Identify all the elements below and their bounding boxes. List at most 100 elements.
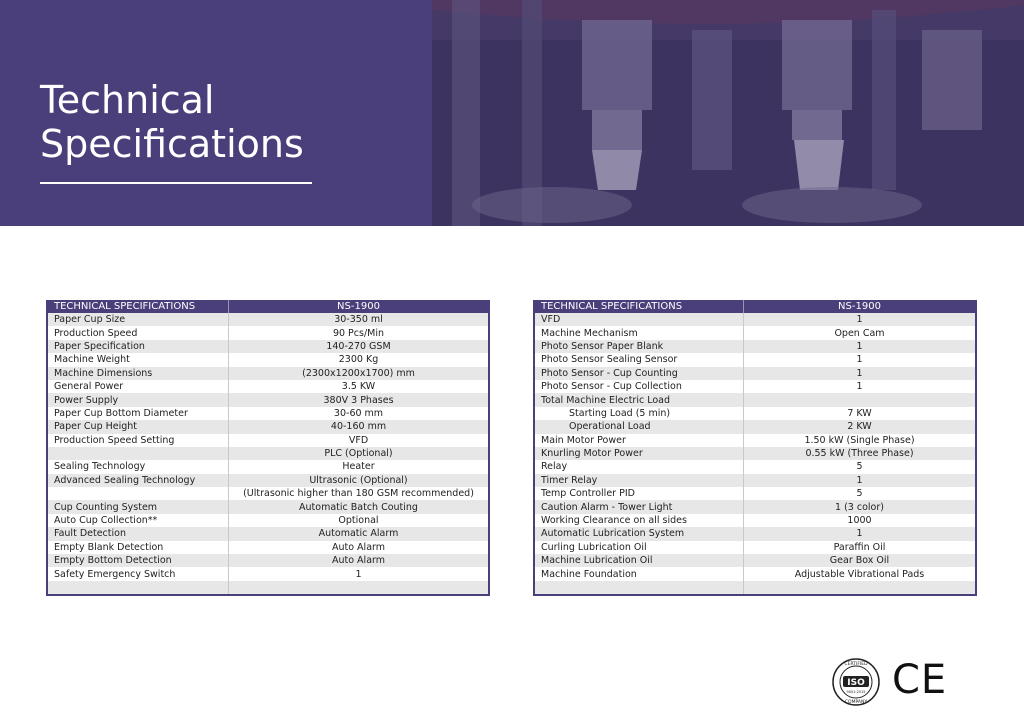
spec-label: Curling Lubrication Oil: [534, 540, 744, 555]
table-row: Temp Controller PID 5: [534, 487, 976, 501]
spec-value: 1: [228, 567, 489, 581]
table-row: Photo Sensor Sealing Sensor 1: [534, 353, 976, 367]
page-title: Technical Specifications: [40, 78, 304, 166]
spec-value: 5: [743, 487, 976, 501]
spec-label: Production Speed: [47, 326, 229, 340]
spec-label: Empty Bottom Detection: [47, 554, 229, 568]
table-row: Paper Cup Bottom Diameter 30-60 mm: [47, 406, 489, 421]
spec-label: VFD: [534, 313, 744, 327]
spec-label: Machine Dimensions: [47, 366, 229, 380]
table-row: Production Speed Setting VFD: [47, 433, 489, 447]
table-row: Safety Emergency Switch 1: [47, 567, 489, 581]
spec-value: VFD: [228, 433, 489, 447]
spec-label: Machine Foundation: [534, 567, 744, 581]
iso-certified-icon: CERTIFIED ISO 9001:2015 COMPANY: [832, 658, 880, 706]
spec-value: 1: [743, 366, 976, 380]
title-line-1: Technical: [40, 78, 215, 122]
table-row: Sealing Technology Heater: [47, 460, 489, 474]
spec-value: 1 (3 color): [743, 500, 976, 514]
iso-standard-text: 9001:2015: [847, 690, 866, 694]
spec-label: Photo Sensor - Cup Counting: [534, 366, 744, 380]
spec-label: Paper Cup Bottom Diameter: [47, 406, 229, 421]
table-row: Machine Lubrication Oil Gear Box Oil: [534, 554, 976, 568]
table-row: Caution Alarm - Tower Light 1 (3 color): [534, 500, 976, 514]
table-row: Automatic Lubrication System 1: [534, 527, 976, 541]
spec-label: Machine Lubrication Oil: [534, 554, 744, 568]
table-row: Paper Specification 140-270 GSM: [47, 339, 489, 354]
spec-label: Temp Controller PID: [534, 487, 744, 501]
spec-label: Working Clearance on all sides: [534, 513, 744, 528]
spec-value: 30-60 mm: [228, 406, 489, 421]
spec-label: [534, 580, 744, 596]
spec-label: Safety Emergency Switch: [47, 567, 229, 581]
spec-value: Automatic Alarm: [228, 527, 489, 541]
table-row: Empty Bottom Detection Auto Alarm: [47, 554, 489, 568]
table-row: Paper Cup Size 30-350 ml: [47, 313, 489, 327]
spec-value: Auto Alarm: [228, 554, 489, 568]
spec-value: 1.50 kW (Single Phase): [743, 433, 976, 447]
spec-label: General Power: [47, 379, 229, 394]
table-row: VFD 1: [534, 313, 976, 327]
spec-value: 140-270 GSM: [228, 339, 489, 354]
header-panel: Technical Specifications: [0, 0, 432, 226]
table-row: Production Speed 90 Pcs/Min: [47, 326, 489, 340]
table-header-row: TECHNICAL SPECIFICATIONS NS-1900: [47, 300, 489, 313]
spec-value: 7 KW: [743, 406, 976, 421]
spec-value: 1: [743, 379, 976, 394]
spec-label: Paper Specification: [47, 339, 229, 354]
spec-value: 0.55 kW (Three Phase): [743, 446, 976, 461]
spec-label: Operational Load: [534, 420, 744, 434]
iso-top-text: CERTIFIED: [844, 661, 868, 667]
spec-value: 2300 Kg: [228, 353, 489, 367]
spec-value: 1: [743, 527, 976, 541]
spec-value: Auto Alarm: [228, 540, 489, 555]
spec-value: [228, 580, 489, 596]
table-row: Fault Detection Automatic Alarm: [47, 527, 489, 541]
table-row: Working Clearance on all sides 1000: [534, 513, 976, 528]
spec-label: Empty Blank Detection: [47, 540, 229, 555]
table-row: Starting Load (5 min) 7 KW: [534, 406, 976, 421]
spec-value: [743, 393, 976, 407]
table-row: Knurling Motor Power 0.55 kW (Three Phase…: [534, 446, 976, 461]
table-row: Machine Dimensions (2300x1200x1700) mm: [47, 366, 489, 380]
spec-value: PLC (Optional): [228, 446, 489, 461]
spec-value: (2300x1200x1700) mm: [228, 366, 489, 380]
spec-value: 1: [743, 339, 976, 354]
spec-label: Paper Cup Height: [47, 420, 229, 434]
table-row: PLC (Optional): [47, 446, 489, 461]
spec-value: Automatic Batch Couting: [228, 500, 489, 514]
table-row: Timer Relay 1: [534, 473, 976, 488]
spec-label: Advanced Sealing Technology: [47, 473, 229, 488]
spec-value: 3.5 KW: [228, 379, 489, 394]
table-row: General Power 3.5 KW: [47, 379, 489, 394]
spec-label: Machine Weight: [47, 353, 229, 367]
spec-label: [47, 446, 229, 461]
spec-value: Gear Box Oil: [743, 554, 976, 568]
table-row: Curling Lubrication Oil Paraffin Oil: [534, 540, 976, 555]
spec-value: Heater: [228, 460, 489, 474]
title-line-2: Specifications: [40, 122, 304, 166]
spec-value: (Ultrasonic higher than 180 GSM recommen…: [228, 487, 489, 501]
table-row: Auto Cup Collection** Optional: [47, 513, 489, 528]
spec-label: Machine Mechanism: [534, 326, 744, 340]
spec-value: 1: [743, 313, 976, 327]
spec-label: Photo Sensor Sealing Sensor: [534, 353, 744, 367]
table-row: (Ultrasonic higher than 180 GSM recommen…: [47, 487, 489, 501]
table-row: Photo Sensor - Cup Counting 1: [534, 366, 976, 380]
spec-label: Paper Cup Size: [47, 313, 229, 327]
table-row: Empty Blank Detection Auto Alarm: [47, 540, 489, 555]
spec-label: Knurling Motor Power: [534, 446, 744, 461]
iso-bottom-text: COMPANY: [845, 699, 867, 705]
table-row: Relay 5: [534, 460, 976, 474]
spec-label: [47, 487, 229, 501]
table-row: Cup Counting System Automatic Batch Couti…: [47, 500, 489, 514]
column-header-spec: TECHNICAL SPECIFICATIONS: [47, 300, 229, 313]
spec-value: Ultrasonic (Optional): [228, 473, 489, 488]
table-header-row: TECHNICAL SPECIFICATIONS NS-1900: [534, 300, 976, 313]
spec-label: Photo Sensor Paper Blank: [534, 339, 744, 354]
table-row: Photo Sensor - Cup Collection 1: [534, 379, 976, 394]
spec-value: 1: [743, 473, 976, 488]
column-header-spec: TECHNICAL SPECIFICATIONS: [534, 300, 744, 313]
spec-value: Optional: [228, 513, 489, 528]
column-header-model: NS-1900: [228, 300, 489, 313]
